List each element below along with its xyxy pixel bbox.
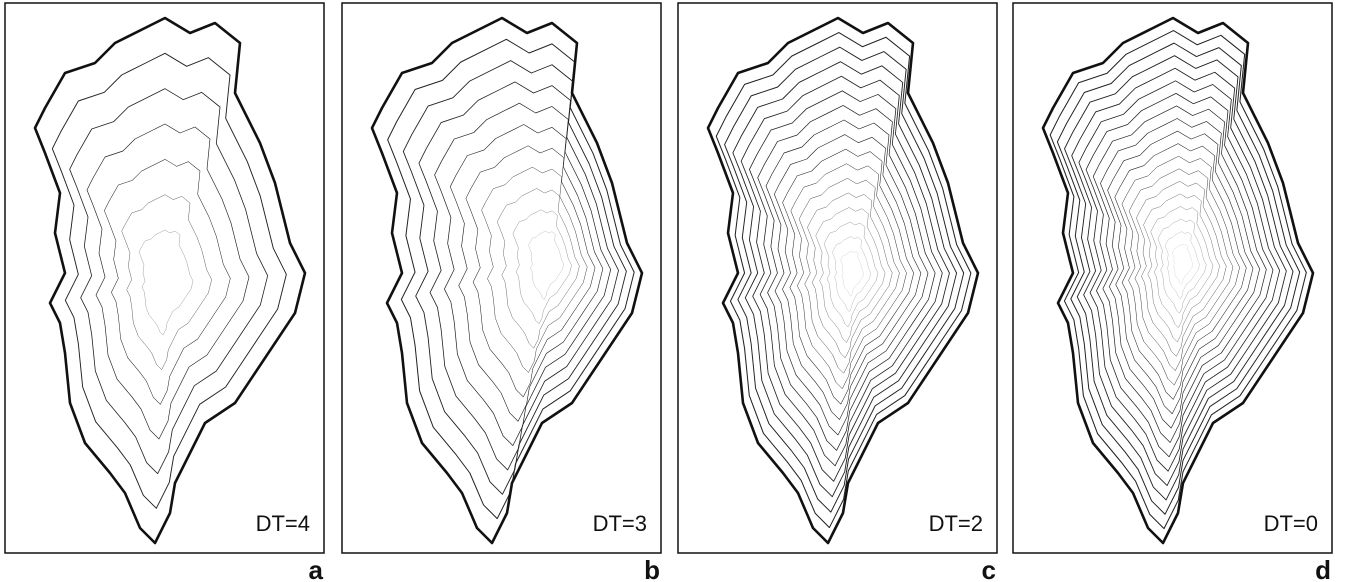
panel: DT=2 c <box>678 3 997 582</box>
panel-frame <box>5 3 324 553</box>
panel-frame <box>678 3 997 553</box>
panel-label: DT=4 <box>256 511 310 536</box>
figure: DT=4 a DT=3 b DT=2 c DT=0 d <box>0 0 1345 582</box>
panel-letter: c <box>982 555 996 582</box>
panel-label: DT=3 <box>593 511 647 536</box>
panel-label: DT=0 <box>1264 511 1318 536</box>
panel-letter: a <box>309 555 324 582</box>
panel: DT=3 b <box>342 3 661 582</box>
panel: DT=0 d <box>1013 3 1332 582</box>
panel-label: DT=2 <box>929 511 983 536</box>
panel: DT=4 a <box>5 3 324 582</box>
panel-letter: b <box>644 555 660 582</box>
panel-frame <box>342 3 661 553</box>
panel-letter: d <box>1315 555 1331 582</box>
